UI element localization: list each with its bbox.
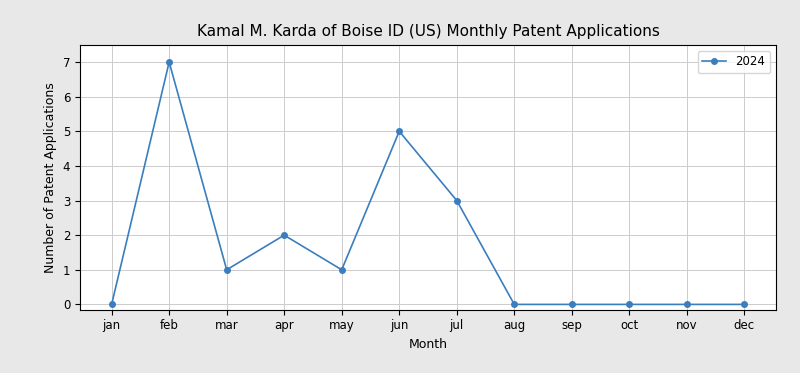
2024: [682, 302, 692, 307]
2024: [222, 267, 231, 272]
2024: [625, 302, 634, 307]
2024: [279, 233, 289, 237]
2024: [510, 302, 519, 307]
2024: [452, 198, 462, 203]
Y-axis label: Number of Patent Applications: Number of Patent Applications: [44, 82, 58, 273]
2024: [107, 302, 117, 307]
X-axis label: Month: Month: [409, 338, 447, 351]
2024: [394, 129, 404, 134]
Title: Kamal M. Karda of Boise ID (US) Monthly Patent Applications: Kamal M. Karda of Boise ID (US) Monthly …: [197, 24, 659, 40]
2024: [164, 60, 174, 64]
2024: [739, 302, 749, 307]
2024: [337, 267, 346, 272]
2024: [567, 302, 577, 307]
Line: 2024: 2024: [109, 59, 747, 307]
Legend: 2024: 2024: [698, 51, 770, 73]
